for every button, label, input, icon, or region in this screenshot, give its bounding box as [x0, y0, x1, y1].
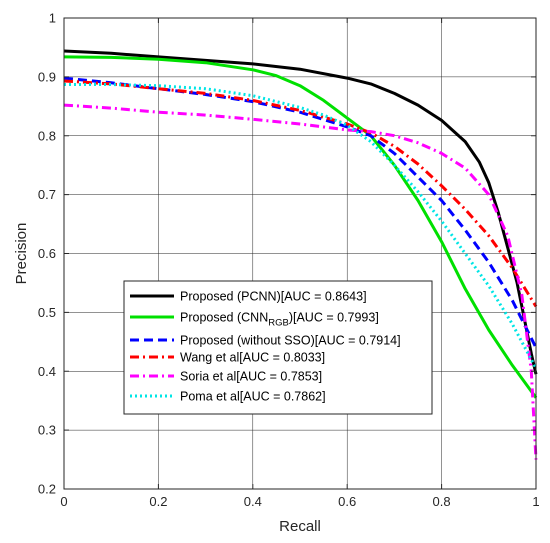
x-tick-label: 0.6	[338, 494, 356, 509]
x-tick-label: 0	[60, 494, 67, 509]
legend-entry-3: Wang et al[AUC = 0.8033]	[180, 351, 325, 365]
legend: Proposed (PCNN)[AUC = 0.8643] Proposed (C…	[123, 280, 433, 415]
legend-entry-0: Proposed (PCNN)[AUC = 0.8643]	[180, 290, 367, 304]
legend-text: Poma et al[AUC = 0.7862]	[180, 390, 326, 404]
legend-entry-2: Proposed (without SSO)[AUC = 0.7914]	[180, 334, 401, 348]
legend-text-part: )[AUC = 0.7993]	[289, 311, 379, 325]
series-line-4	[63, 103, 538, 460]
x-tick-label: 0.4	[244, 494, 262, 509]
series-line-0	[63, 49, 538, 375]
legend-text: Proposed (without SSO)[AUC = 0.7914]	[180, 334, 401, 348]
y-tick-label: 0.6	[38, 246, 56, 261]
y-tick-label: 0.3	[38, 423, 56, 438]
y-tick-label: 0.4	[38, 364, 56, 379]
legend-box	[123, 280, 433, 415]
y-tick-label: 0.7	[38, 187, 56, 202]
legend-text: Wang et al[AUC = 0.8033]	[180, 351, 325, 365]
x-tick-label: 1	[532, 494, 539, 509]
y-tick-label: 0.8	[38, 128, 56, 143]
legend-subscript: RGB	[268, 318, 289, 329]
series-line-2	[63, 76, 538, 349]
x-axis-label: Recall	[279, 518, 321, 535]
legend-entry-4: Soria et al[AUC = 0.7853]	[180, 370, 322, 384]
y-tick-label: 0.2	[38, 482, 56, 497]
x-tick-label: 0.2	[149, 494, 167, 509]
legend-entry-1: Proposed (CNNRGB)[AUC = 0.7993]	[180, 311, 379, 329]
series-line-1	[63, 55, 538, 399]
y-tick-label: 0.9	[38, 69, 56, 84]
legend-text: Proposed (PCNN)[AUC = 0.8643]	[180, 290, 367, 304]
legend-text-part: Proposed (CNN	[180, 311, 268, 325]
x-tick-label: 0.8	[433, 494, 451, 509]
y-tick-label: 0.5	[38, 305, 56, 320]
series-lines	[63, 49, 538, 460]
axis-ticks: 0 0.2 0.4 0.6 0.8 1 0.2 0.3 0.4 0.5 0.6 0.7 0.8 0.9 1	[38, 11, 540, 510]
legend-text: Soria et al[AUC = 0.7853]	[180, 370, 322, 384]
y-axis-label: Precision	[13, 223, 30, 285]
y-tick-label: 1	[49, 11, 56, 26]
legend-entry-5: Poma et al[AUC = 0.7862]	[180, 390, 326, 404]
